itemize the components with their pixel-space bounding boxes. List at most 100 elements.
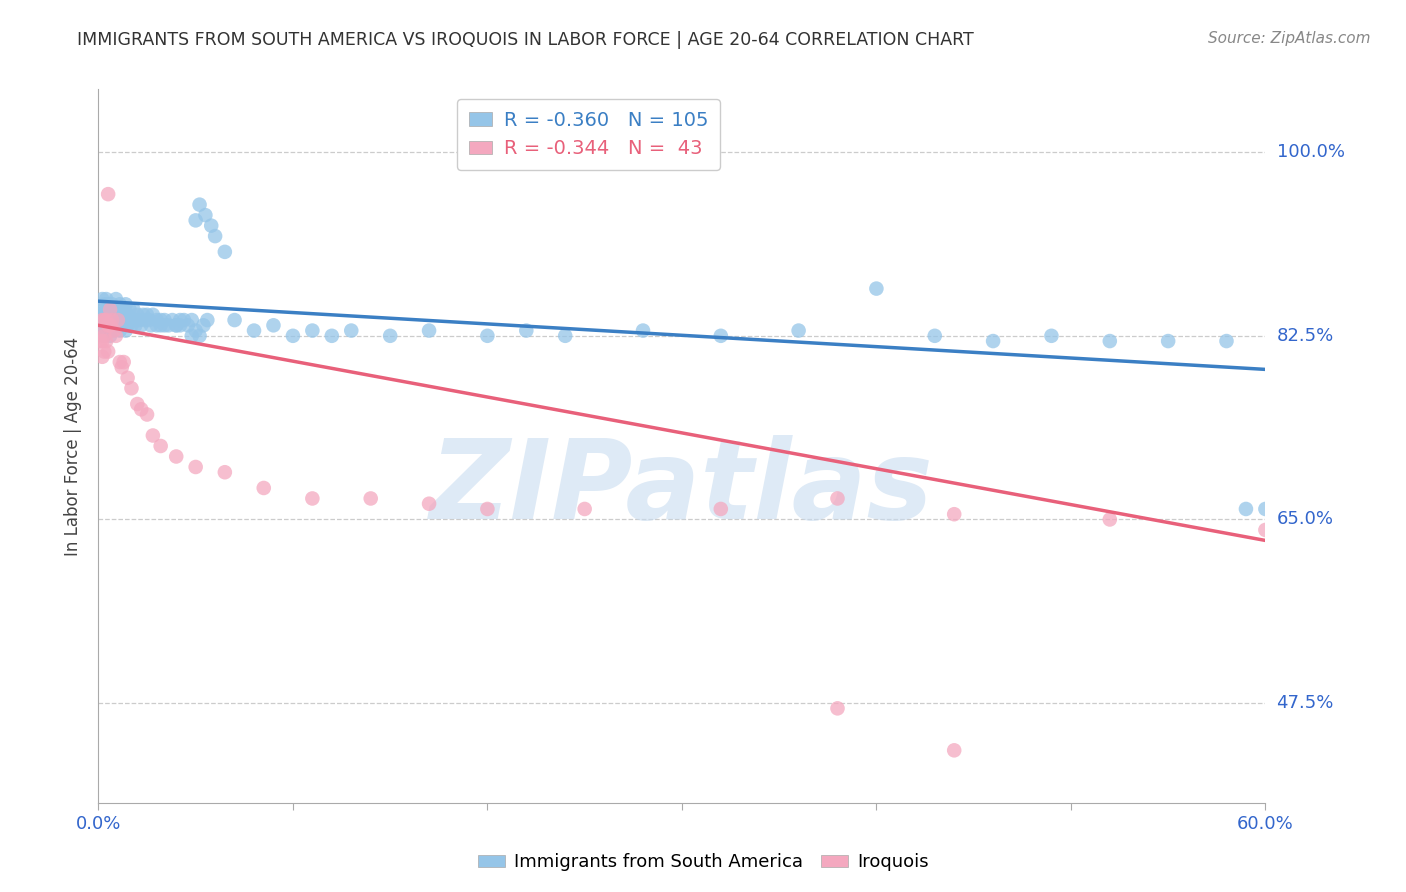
Point	[104, 308, 127, 322]
Point	[787, 324, 810, 338]
Point	[193, 318, 215, 333]
Point	[204, 229, 226, 244]
Point	[91, 318, 114, 333]
Point	[108, 355, 131, 369]
Point	[98, 318, 121, 333]
Point	[200, 219, 222, 233]
Point	[173, 313, 195, 327]
Point	[117, 371, 139, 385]
Legend: Immigrants from South America, Iroquois: Immigrants from South America, Iroquois	[471, 847, 935, 879]
Text: 100.0%: 100.0%	[1277, 143, 1344, 161]
Point	[91, 302, 114, 317]
Point	[104, 328, 127, 343]
Point	[122, 313, 145, 327]
Point	[574, 502, 596, 516]
Point	[103, 324, 125, 338]
Point	[93, 328, 115, 343]
Point	[301, 324, 323, 338]
Text: Source: ZipAtlas.com: Source: ZipAtlas.com	[1208, 31, 1371, 46]
Point	[121, 381, 143, 395]
Point	[943, 743, 966, 757]
Point	[121, 318, 143, 333]
Point	[129, 318, 152, 333]
Point	[103, 302, 125, 317]
Point	[157, 318, 180, 333]
Point	[89, 334, 111, 348]
Point	[97, 313, 120, 327]
Point	[262, 318, 284, 333]
Point	[91, 350, 114, 364]
Point	[118, 302, 141, 317]
Point	[169, 318, 191, 333]
Point	[107, 318, 129, 333]
Point	[1254, 502, 1277, 516]
Point	[153, 318, 176, 333]
Point	[91, 313, 114, 327]
Point	[128, 313, 150, 327]
Point	[112, 313, 135, 327]
Point	[96, 292, 118, 306]
Point	[146, 318, 169, 333]
Point	[112, 355, 135, 369]
Point	[89, 324, 111, 338]
Point	[97, 308, 120, 322]
Point	[981, 334, 1004, 348]
Point	[149, 439, 172, 453]
Point	[184, 213, 207, 227]
Point	[477, 502, 499, 516]
Point	[93, 344, 115, 359]
Point	[180, 328, 202, 343]
Point	[1254, 523, 1277, 537]
Point	[117, 318, 139, 333]
Point	[924, 328, 946, 343]
Point	[169, 313, 191, 327]
Point	[301, 491, 323, 506]
Point	[89, 308, 111, 322]
Point	[418, 497, 440, 511]
Point	[107, 302, 129, 317]
Point	[111, 318, 134, 333]
Point	[418, 324, 440, 338]
Point	[943, 507, 966, 521]
Point	[98, 302, 121, 317]
Point	[195, 313, 218, 327]
Point	[127, 308, 149, 322]
Point	[827, 701, 849, 715]
Point	[93, 308, 115, 322]
Point	[631, 324, 654, 338]
Point	[97, 297, 120, 311]
Point	[112, 302, 135, 317]
Point	[380, 328, 402, 343]
Point	[149, 313, 172, 327]
Point	[138, 313, 160, 327]
Point	[214, 465, 236, 479]
Point	[136, 308, 159, 322]
Point	[101, 297, 124, 311]
Point	[165, 318, 187, 333]
Point	[134, 313, 156, 327]
Point	[1098, 512, 1121, 526]
Point	[710, 328, 733, 343]
Point	[98, 313, 121, 327]
Point	[97, 344, 120, 359]
Point	[111, 360, 134, 375]
Point	[139, 318, 162, 333]
Point	[103, 313, 125, 327]
Point	[93, 297, 115, 311]
Point	[188, 328, 211, 343]
Point	[165, 318, 187, 333]
Point	[149, 318, 172, 333]
Text: 65.0%: 65.0%	[1277, 510, 1333, 528]
Point	[101, 313, 124, 327]
Point	[180, 313, 202, 327]
Point	[97, 324, 120, 338]
Point	[1234, 502, 1257, 516]
Point	[91, 334, 114, 348]
Point	[98, 302, 121, 317]
Point	[321, 328, 343, 343]
Point	[93, 328, 115, 343]
Point	[93, 313, 115, 327]
Point	[177, 318, 200, 333]
Point	[360, 491, 382, 506]
Point	[118, 313, 141, 327]
